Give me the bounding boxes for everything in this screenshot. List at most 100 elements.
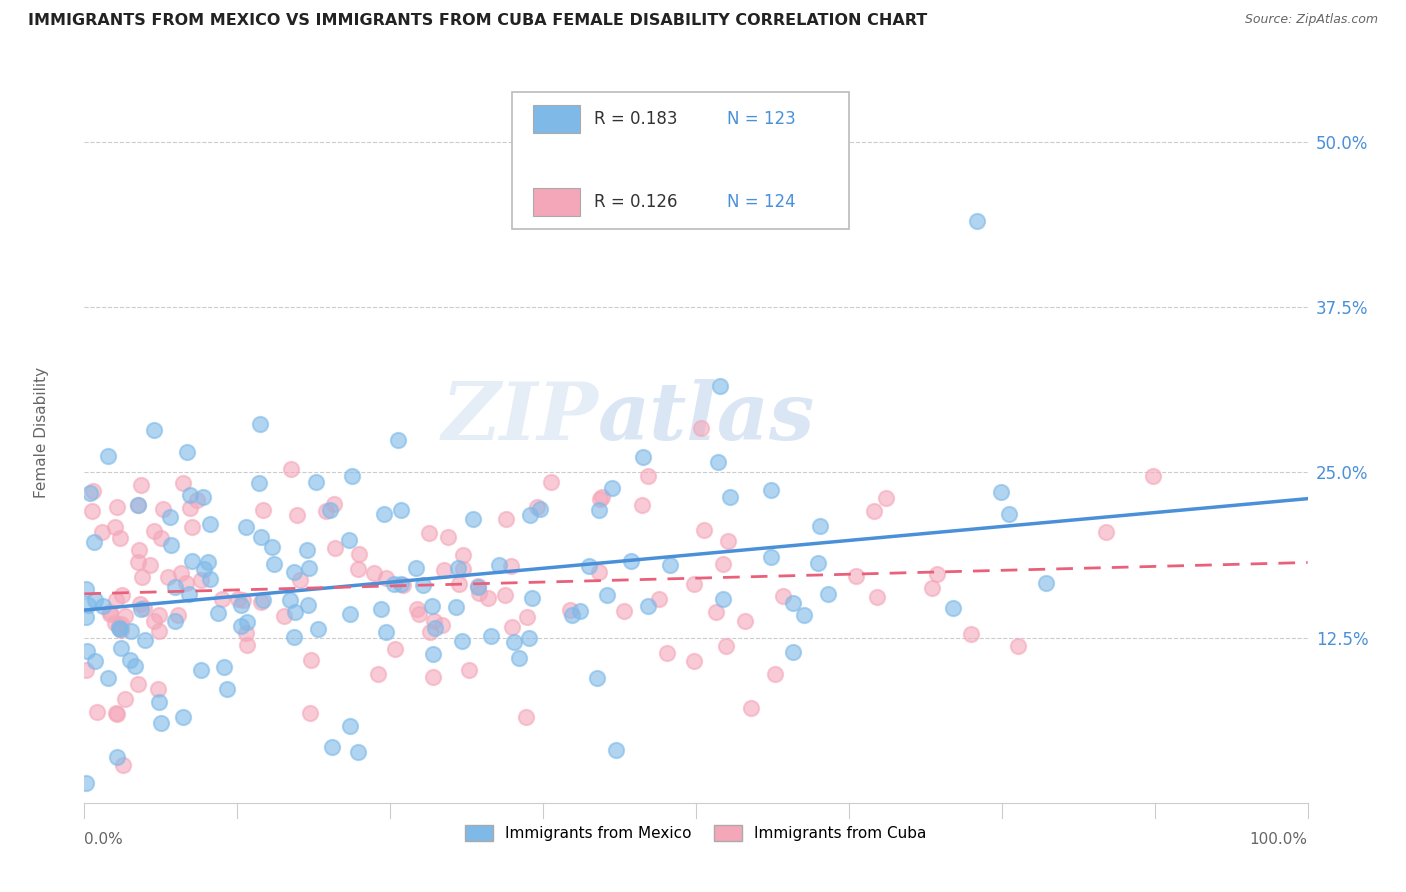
Point <box>447 561 470 575</box>
Point <box>461 512 484 526</box>
Point <box>1095 524 1118 539</box>
Point <box>959 626 981 640</box>
Point <box>298 706 321 721</box>
Point <box>179 500 201 515</box>
Point <box>134 601 156 615</box>
Point <box>467 579 489 593</box>
Text: R = 0.183: R = 0.183 <box>595 110 678 128</box>
Point <box>494 588 516 602</box>
Point <box>782 645 804 659</box>
Point <box>540 475 562 489</box>
Point <box>568 604 591 618</box>
Point <box>148 695 170 709</box>
Point <box>709 379 731 393</box>
Point <box>759 483 782 497</box>
Point <box>142 614 165 628</box>
Point <box>108 531 131 545</box>
Point <box>588 492 610 507</box>
Point <box>83 535 105 549</box>
Point <box>98 605 121 619</box>
Point <box>176 444 198 458</box>
Point <box>711 592 734 607</box>
Point <box>619 554 641 568</box>
Point <box>231 619 253 633</box>
Point <box>392 578 415 592</box>
Point <box>451 633 474 648</box>
Point <box>295 542 318 557</box>
Point <box>817 587 839 601</box>
Point <box>249 530 271 544</box>
Point <box>181 554 204 568</box>
Point <box>444 600 467 615</box>
Point <box>273 609 295 624</box>
Text: N = 123: N = 123 <box>727 110 796 128</box>
Point <box>630 498 652 512</box>
Point <box>389 503 412 517</box>
Point <box>863 503 886 517</box>
Point <box>495 512 517 526</box>
Point <box>131 570 153 584</box>
Point <box>772 589 794 603</box>
Point <box>479 629 502 643</box>
Point <box>212 659 235 673</box>
Point <box>249 476 271 491</box>
Point <box>1035 575 1057 590</box>
Point <box>143 423 166 437</box>
Point <box>170 566 193 581</box>
Point <box>235 626 257 640</box>
Point <box>108 622 131 636</box>
Point <box>190 663 212 677</box>
Point <box>419 625 441 640</box>
Point <box>280 462 302 476</box>
Point <box>120 624 142 638</box>
Point <box>156 570 179 584</box>
Point <box>375 624 398 639</box>
Point <box>105 500 128 514</box>
Point <box>134 633 156 648</box>
Point <box>198 517 221 532</box>
Point <box>347 562 370 576</box>
Point <box>457 663 479 677</box>
Point <box>683 654 706 668</box>
Point <box>97 671 120 685</box>
Point <box>105 750 128 764</box>
Point <box>252 592 274 607</box>
Point <box>167 607 190 622</box>
Point <box>648 592 671 607</box>
Point <box>110 588 132 602</box>
Point <box>706 455 728 469</box>
Point <box>186 493 208 508</box>
Point <box>578 559 600 574</box>
Point <box>717 533 740 548</box>
Point <box>1007 639 1029 653</box>
Point <box>207 607 229 621</box>
Point <box>588 503 610 517</box>
Point <box>420 599 443 613</box>
Point <box>149 716 172 731</box>
Point <box>323 497 346 511</box>
Text: R = 0.126: R = 0.126 <box>595 194 678 211</box>
Point <box>561 608 583 623</box>
Point <box>704 605 727 619</box>
Point <box>84 655 107 669</box>
Point <box>105 706 128 721</box>
Point <box>110 641 132 656</box>
Point <box>337 533 360 547</box>
Point <box>346 745 368 759</box>
Point <box>515 610 537 624</box>
Point <box>236 638 259 652</box>
Point <box>150 531 173 545</box>
Point <box>740 700 762 714</box>
Point <box>152 502 174 516</box>
Point <box>529 502 551 516</box>
Point <box>734 614 756 628</box>
Point <box>165 615 187 629</box>
Point <box>423 622 446 636</box>
Text: N = 124: N = 124 <box>727 194 796 211</box>
Point <box>114 691 136 706</box>
Point <box>325 541 347 555</box>
Point <box>111 757 134 772</box>
Point <box>405 561 427 575</box>
Point <box>215 682 238 697</box>
Point <box>142 524 165 539</box>
